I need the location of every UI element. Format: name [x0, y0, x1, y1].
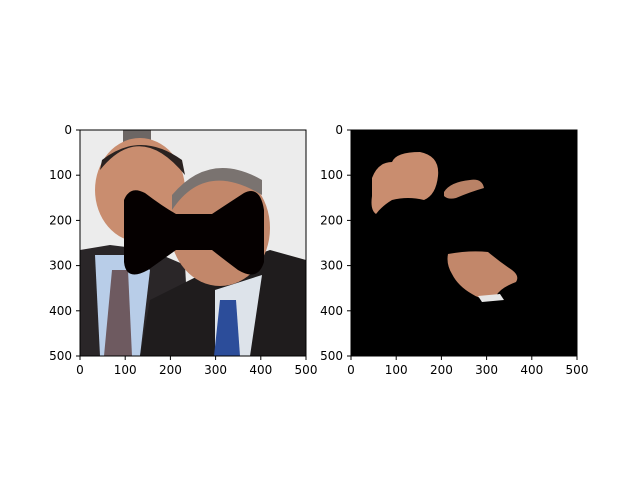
left-y-tick-400: 400 — [49, 304, 72, 318]
left-x-tick-500: 500 — [295, 363, 318, 377]
collar-fragment — [478, 294, 504, 302]
left-y-tick-300: 300 — [49, 259, 72, 273]
right-y-tick-0: 0 — [335, 123, 343, 137]
skin-fragment-left-face — [371, 152, 439, 214]
left-y-tick-0: 0 — [64, 123, 72, 137]
left-x-tick-200: 200 — [159, 363, 182, 377]
right-y-tick-200: 200 — [320, 213, 343, 227]
left-x-tick-100: 100 — [114, 363, 137, 377]
right-y-tick-300: 300 — [320, 259, 343, 273]
right-x-tick-0: 0 — [347, 363, 355, 377]
left-x-tick-0: 0 — [76, 363, 84, 377]
right-x-tick-400: 400 — [520, 363, 543, 377]
right-x-tick-500: 500 — [566, 363, 589, 377]
left-y-tick-200: 200 — [49, 213, 72, 227]
skin-fragment-right-top — [444, 179, 484, 199]
left-y-axis: 0 100 200 300 400 500 — [49, 123, 80, 363]
left-x-axis: 0 100 200 300 400 500 — [76, 356, 317, 377]
left-x-tick-400: 400 — [249, 363, 272, 377]
left-x-tick-300: 300 — [204, 363, 227, 377]
right-y-tick-100: 100 — [320, 168, 343, 182]
right-y-axis: 0 100 200 300 400 500 — [320, 123, 351, 363]
bow-tie-mask — [124, 190, 264, 275]
left-image-border — [79, 129, 307, 357]
right-y-tick-500: 500 — [320, 349, 343, 363]
right-x-tick-300: 300 — [475, 363, 498, 377]
right-image-border — [350, 129, 578, 357]
left-y-tick-100: 100 — [49, 168, 72, 182]
skin-fragment-right-chin — [447, 251, 518, 299]
right-x-tick-100: 100 — [385, 363, 408, 377]
right-y-tick-400: 400 — [320, 304, 343, 318]
left-y-tick-500: 500 — [49, 349, 72, 363]
left-image-panel — [80, 130, 306, 356]
right-x-tick-200: 200 — [430, 363, 453, 377]
right-image-panel — [351, 130, 577, 356]
right-x-axis: 0 100 200 300 400 500 — [347, 356, 588, 377]
